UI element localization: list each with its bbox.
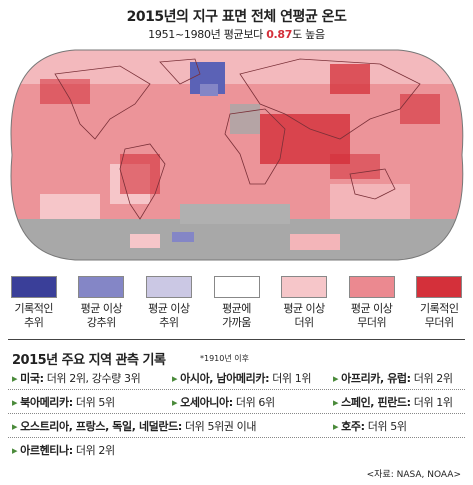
- record: ▸ 스페인, 핀란드: 더위 1위: [333, 394, 453, 410]
- record-detail: 더위 2위: [75, 444, 115, 457]
- row-separator: [8, 389, 465, 390]
- record-region: 스페인, 핀란드:: [341, 396, 411, 409]
- record: ▸ 오세아니아: 더위 6위: [172, 394, 275, 410]
- record-region: 아르헨티나:: [20, 444, 73, 457]
- record: ▸ 호주: 더위 5위: [333, 418, 407, 434]
- record-region: 북아메리카:: [20, 396, 73, 409]
- record-region: 아시아, 남아메리카:: [180, 372, 270, 385]
- records-note: *1910년 이후: [200, 354, 249, 363]
- record-icon: ▸: [172, 396, 178, 409]
- legend-label-line: 더위: [294, 316, 314, 329]
- records-title: 2015년 주요 지역 관측 기록: [12, 353, 166, 368]
- record: ▸ 북아메리카: 더위 5위: [12, 394, 115, 410]
- legend-label: 평균 이상 강추위: [68, 302, 134, 330]
- record-region: 아프리카, 유럽:: [341, 372, 411, 385]
- record: ▸ 오스트리아, 프랑스, 독일, 네덜란드: 더위 5위권 이내: [12, 418, 256, 434]
- record-icon: ▸: [333, 372, 339, 385]
- legend-swatch: [213, 276, 260, 298]
- record-icon: ▸: [12, 372, 18, 385]
- record-region: 오세아니아:: [180, 396, 233, 409]
- record-icon: ▸: [12, 396, 18, 409]
- record-detail: 더위 5위: [75, 396, 115, 409]
- subtitle-highlight: 0.87: [266, 28, 293, 41]
- legend-label-line: 평균 이상: [350, 302, 393, 315]
- record-detail: 더위 5위: [367, 420, 407, 433]
- subtitle-text: 1951~1980년 평균보다: [148, 28, 263, 41]
- row-separator: [8, 437, 465, 438]
- legend-swatch: [416, 276, 463, 298]
- legend-label-line: 평균에: [222, 302, 251, 315]
- subtitle: 1951~1980년 평균보다 0.87도 높음: [0, 26, 473, 42]
- legend-label-line: 평균 이상: [283, 302, 325, 315]
- legend-label-line: 추위: [159, 316, 179, 329]
- record-region: 오스트리아, 프랑스, 독일, 네덜란드:: [20, 420, 182, 433]
- record-icon: ▸: [333, 420, 339, 433]
- legend-label: 기록적인 무더위: [406, 302, 472, 330]
- record-region: 미국:: [20, 372, 44, 385]
- record-detail: 더위 2위: [413, 372, 453, 385]
- legend-label-line: 강추위: [86, 316, 116, 329]
- subtitle-text: 도 높음: [292, 28, 325, 41]
- record-detail: 더위 2위, 강수량 3위: [46, 372, 141, 385]
- record: ▸ 미국: 더위 2위, 강수량 3위: [12, 370, 141, 386]
- legend-label-line: 평균 이상: [80, 302, 123, 315]
- record: ▸ 아시아, 남아메리카: 더위 1위: [172, 370, 311, 386]
- record: ▸ 아르헨티나: 더위 2위: [12, 442, 115, 458]
- record-icon: ▸: [12, 420, 18, 433]
- legend-label-line: 기록적인: [14, 302, 54, 315]
- legend-label-line: 평균 이상: [148, 302, 190, 315]
- title: 2015년의 지구 표면 전체 연평균 온도: [126, 9, 347, 25]
- record-icon: ▸: [333, 396, 339, 409]
- legend-swatch: [78, 276, 125, 298]
- record-detail: 더위 1위: [272, 372, 312, 385]
- legend-label-line: 추위: [24, 316, 44, 329]
- row-separator: [8, 413, 465, 414]
- divider: [8, 339, 465, 340]
- legend-label-line: 기록적인: [419, 302, 459, 315]
- record-region: 호주:: [341, 420, 365, 433]
- record-detail: 더위 6위: [235, 396, 275, 409]
- record-detail: 더위 1위: [413, 396, 453, 409]
- legend-label: 기록적인 추위: [1, 302, 67, 330]
- record-icon: ▸: [12, 444, 18, 457]
- legend-label-line: 무더위: [357, 316, 387, 329]
- legend-label-line: 무더위: [424, 316, 454, 329]
- legend-label: 평균 이상 무더위: [339, 302, 405, 330]
- legend-label: 평균 이상 추위: [136, 302, 202, 330]
- legend-label: 평균 이상 더위: [271, 302, 337, 330]
- source: <자료: NASA, NOAA>: [366, 470, 461, 480]
- record-icon: ▸: [172, 372, 178, 385]
- record: ▸ 아프리카, 유럽: 더위 2위: [333, 370, 453, 386]
- legend-swatch: [348, 276, 395, 298]
- legend-swatch: [10, 276, 57, 298]
- legend-swatch: [145, 276, 192, 298]
- record-detail: 더위 5위권 이내: [184, 420, 257, 433]
- legend-label: 평균에 가까움: [204, 302, 270, 330]
- temperature-map: [10, 49, 464, 261]
- legend-label-line: 가까움: [222, 316, 251, 329]
- legend-swatch: [281, 276, 328, 298]
